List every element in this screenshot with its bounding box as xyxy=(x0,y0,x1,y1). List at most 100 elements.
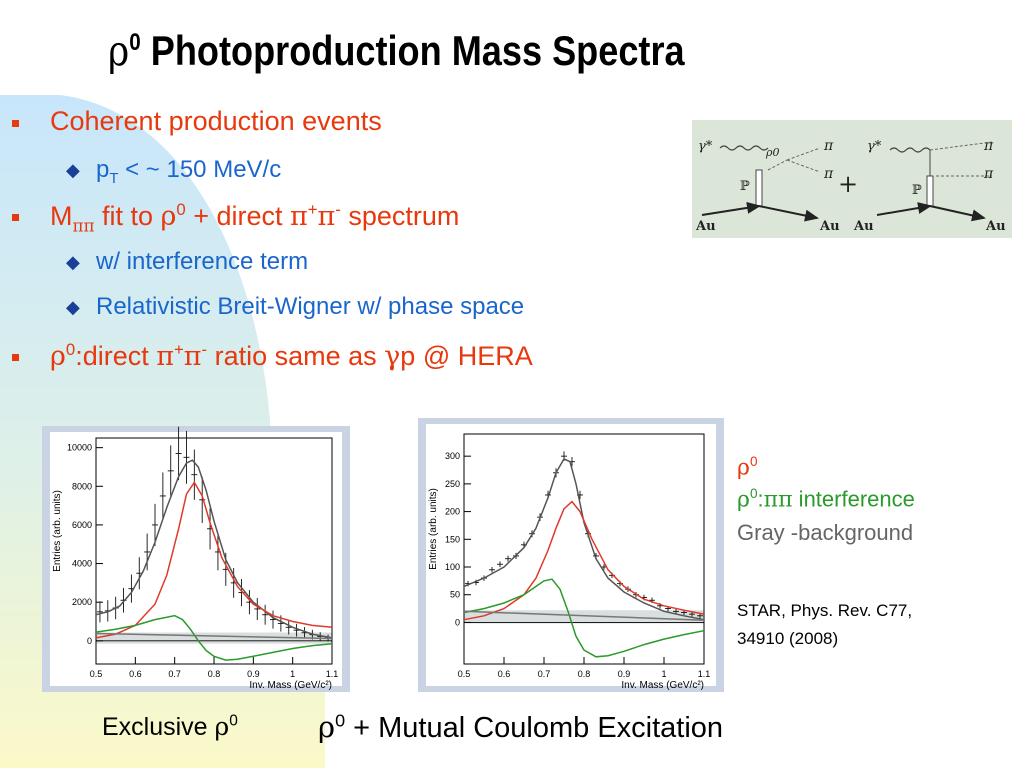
caption-text: + Mutual Coulomb Excitation xyxy=(345,712,724,744)
caption-rho: ρ xyxy=(214,712,230,741)
pi-minus-superscript: - xyxy=(201,340,208,359)
caption-coulomb: ρ0 + Mutual Coulomb Excitation xyxy=(318,710,723,745)
gamma-label: γ* xyxy=(698,139,713,154)
caption-rho: ρ xyxy=(318,710,336,744)
legend-rho-symbol: ρ xyxy=(737,487,750,513)
y-axis-label: Entries (arb. units) xyxy=(428,488,439,570)
x-tick-label: 0.6 xyxy=(498,669,511,679)
interference-curve xyxy=(95,614,333,661)
y-tick-label: 10000 xyxy=(67,443,92,453)
legend-colon: : xyxy=(757,486,764,512)
caption-rho-superscript: 0 xyxy=(335,710,346,731)
x-tick-label: 0.7 xyxy=(538,669,551,679)
exclusive-mass-spectrum-chart: 0 2000 4000 6000 8000 10000 0.5 0.6 0.7 0.8 0.9 1 1.… xyxy=(42,426,350,692)
background-curve xyxy=(463,610,705,621)
x-tick-label: 0.8 xyxy=(208,669,221,679)
pomeron-label: ℙ xyxy=(740,179,750,194)
rho-symbol: ρ xyxy=(160,201,177,232)
subbullet-text: w/ interference term xyxy=(96,248,309,275)
au-label: Au xyxy=(819,219,840,234)
diamond-bullet-icon: ◆ xyxy=(66,252,80,272)
y-tick-label: 6000 xyxy=(72,520,92,530)
x-tick-label: 0.9 xyxy=(247,669,260,679)
y-axis-label: Entries (arb. units) xyxy=(52,490,63,572)
bullet-text: Mππ fit to ρ0 + direct π+π- spectrum xyxy=(50,200,459,235)
diamond-bullet-icon: ◆ xyxy=(66,297,80,317)
hera-text: p @ HERA xyxy=(400,341,533,371)
caption-text: Exclusive xyxy=(102,713,215,741)
y-tick-label: 0 xyxy=(455,617,460,627)
subbullet-text: pT < ~ 150 MeV/c xyxy=(96,156,281,187)
y-tick-label: 100 xyxy=(445,562,460,572)
nucleus-in-line xyxy=(876,202,932,216)
y-tick-label: 2000 xyxy=(72,597,92,607)
y-tick-label: 250 xyxy=(445,479,460,489)
feynman-diagram: γ* ρ0 π π ℙ Au Au + γ* π π ℙ Au Au xyxy=(692,120,1012,238)
diamond-bullet-icon: ◆ xyxy=(66,160,80,180)
x-axis-label: Inv. Mass (GeV/c²) xyxy=(621,680,704,691)
nucleus-out-line xyxy=(758,205,819,222)
x-tick-label: 0.9 xyxy=(618,669,631,679)
plus-symbol: + xyxy=(838,170,858,198)
legend-rho-superscript: 0 xyxy=(749,486,758,501)
photon-line xyxy=(889,147,931,153)
nucleus-out-line xyxy=(929,205,986,222)
background-band xyxy=(96,632,332,644)
bullet-text: ρ0:direct π+π- ratio same as γp @ HERA xyxy=(50,340,533,372)
x-tick-label: 0.8 xyxy=(578,669,591,679)
x-tick-label: 0.7 xyxy=(168,669,181,679)
y-tick-label: 8000 xyxy=(72,481,92,491)
nucleus-in-line xyxy=(701,201,761,216)
pt-p: p xyxy=(96,156,110,183)
pomeron-propagator xyxy=(926,175,934,207)
pt-subscript: T xyxy=(109,170,119,187)
y-tick-label: 150 xyxy=(445,534,460,544)
x-tick-label: 0.5 xyxy=(90,669,103,679)
pi-symbol: π xyxy=(290,201,308,232)
pi-plus-superscript: + xyxy=(307,200,318,219)
x-tick-label: 0.6 xyxy=(129,669,142,679)
subbullet-text: Relativistic Breit-Wigner w/ phase space xyxy=(96,293,525,320)
legend-rho: ρ0 xyxy=(737,454,758,480)
pi-minus-superscript: - xyxy=(335,200,341,219)
rho-label: ρ0 xyxy=(765,146,779,159)
interference-curve xyxy=(463,578,705,658)
rho-line xyxy=(767,159,788,171)
x-tick-label: 1 xyxy=(290,669,295,679)
title-superscript: 0 xyxy=(129,29,141,56)
fit-text: fit to xyxy=(94,201,161,231)
pi-label: π xyxy=(823,138,834,154)
legend-background: Gray -background xyxy=(737,520,913,546)
m-symbol: M xyxy=(50,201,73,231)
au-label: Au xyxy=(985,219,1006,234)
pt-rest: < ~ 150 MeV/c xyxy=(118,156,282,183)
y-tick-label: 4000 xyxy=(72,559,92,569)
pomeron-label: ℙ xyxy=(912,183,922,198)
photon-line xyxy=(719,145,769,151)
title-rho: ρ xyxy=(108,26,130,75)
legend-background-text: Gray -background xyxy=(737,520,914,545)
y-tick-label: 300 xyxy=(445,451,460,461)
direct-text: :direct xyxy=(75,341,157,371)
plus-direct-text: + direct xyxy=(185,201,291,231)
background-curve xyxy=(95,632,333,640)
total-curve xyxy=(463,457,705,621)
pi-label: π xyxy=(983,166,994,182)
pi-symbol: π xyxy=(317,201,336,232)
pion-line xyxy=(929,141,993,151)
pi-symbol: π xyxy=(156,341,174,372)
m-subscript: ππ xyxy=(72,215,95,236)
rho-curve xyxy=(95,480,333,639)
x-tick-label: 0.5 xyxy=(458,669,471,679)
slide-title: ρ0 Photoproduction Mass Spectra xyxy=(108,26,685,75)
bullet-square-icon xyxy=(12,120,19,127)
rho-symbol: ρ xyxy=(50,341,66,372)
legend-rho-symbol: ρ xyxy=(737,455,750,481)
legend-rho-superscript: 0 xyxy=(749,454,758,469)
bullet-square-icon xyxy=(12,354,19,361)
pomeron-propagator xyxy=(755,169,763,207)
y-tick-label: 0 xyxy=(87,636,92,646)
legend-pipi: ππ xyxy=(763,487,793,513)
rho-superscript: 0 xyxy=(65,340,76,359)
x-axis-label: Inv. Mass (GeV/c²) xyxy=(249,680,332,691)
